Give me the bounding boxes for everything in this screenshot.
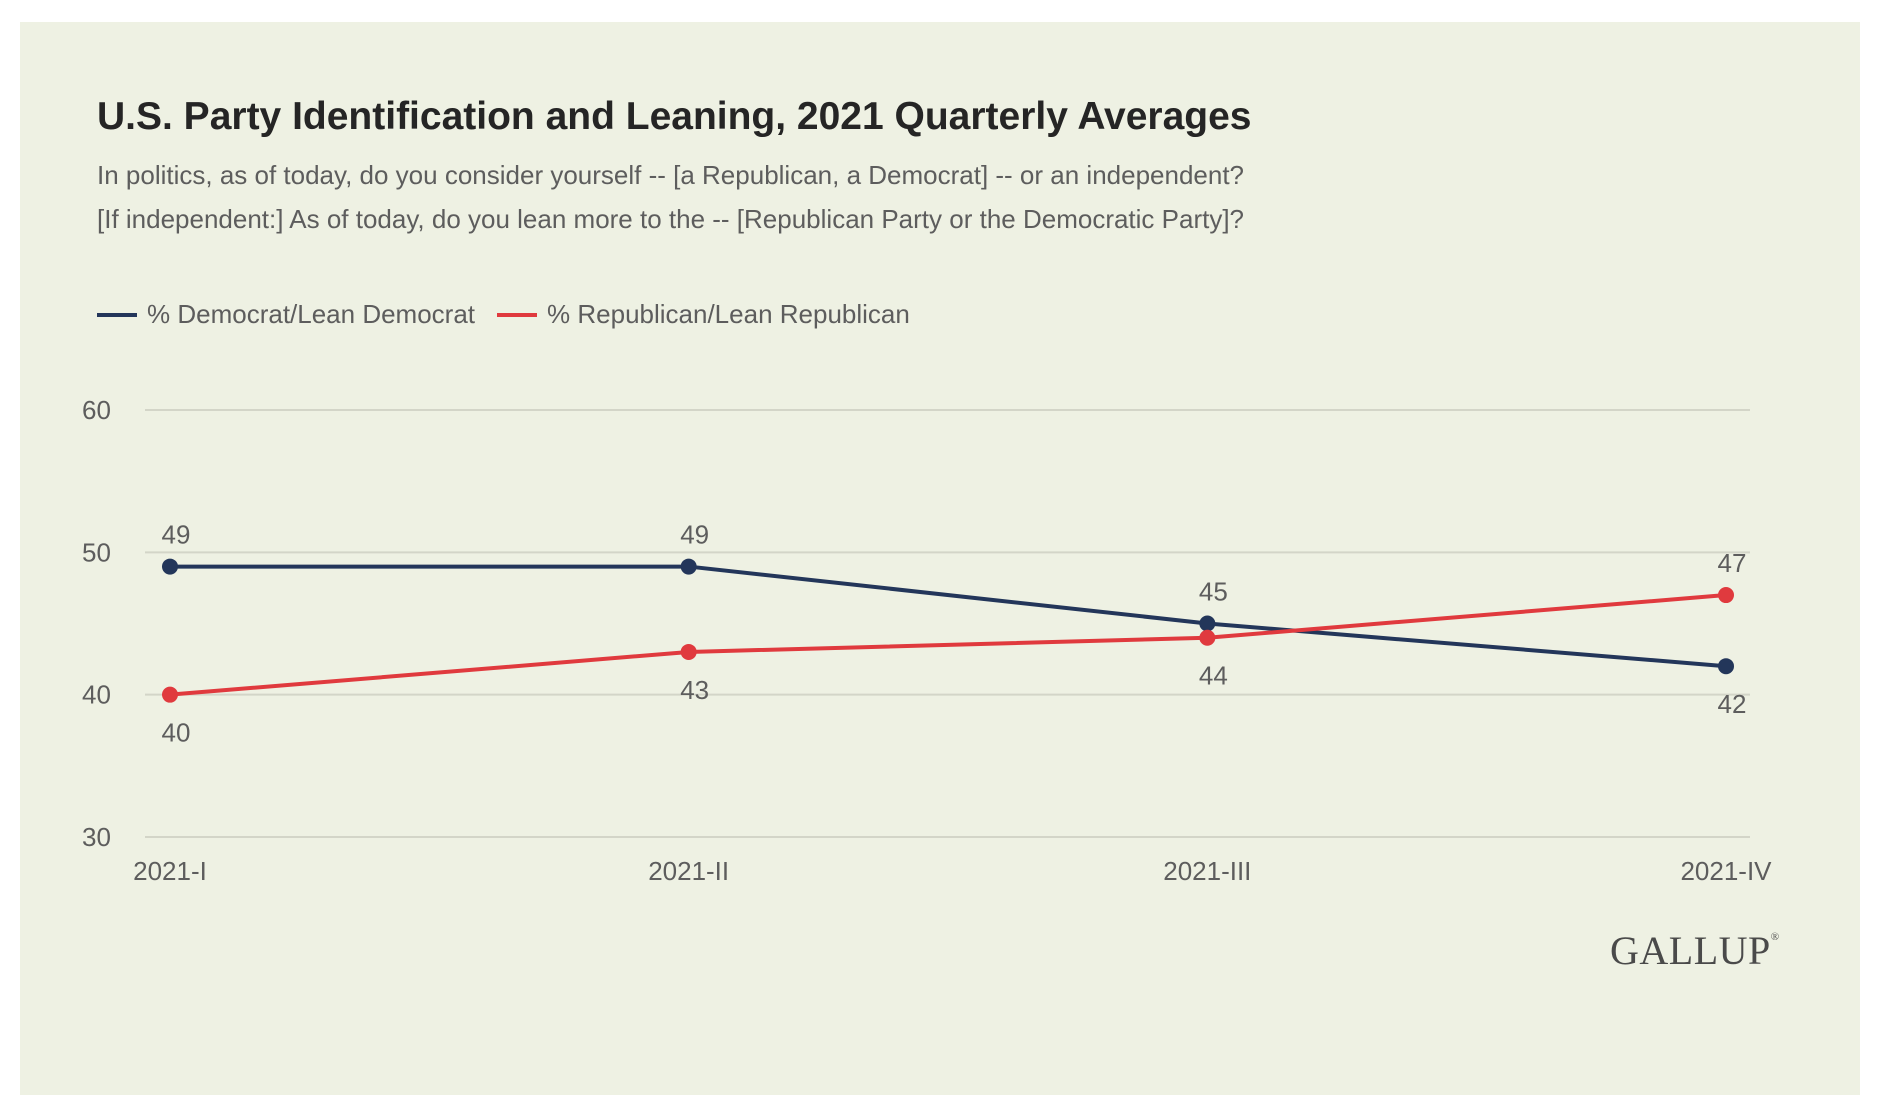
data-label-republican-3: 44 — [1199, 661, 1228, 691]
data-label-democrat-4: 42 — [1718, 689, 1747, 719]
x-tick-label-1: 2021-I — [133, 856, 207, 886]
data-point-democrat-3 — [1199, 615, 1216, 632]
chart-legend: % Democrat/Lean Democrat % Republican/Le… — [97, 299, 932, 330]
data-label-democrat-3: 45 — [1199, 577, 1228, 607]
data-label-democrat-2: 49 — [680, 520, 709, 550]
legend-item-democrat: % Democrat/Lean Democrat — [97, 299, 475, 330]
legend-label-republican: % Republican/Lean Republican — [547, 299, 910, 329]
legend-item-republican: % Republican/Lean Republican — [497, 299, 910, 330]
data-point-republican-4 — [1718, 587, 1734, 604]
data-point-republican-1 — [162, 686, 178, 703]
y-tick-label-30: 30 — [82, 822, 111, 852]
x-tick-label-3: 2021-III — [1163, 856, 1251, 886]
x-tick-label-2: 2021-II — [648, 856, 729, 886]
data-label-republican-1: 40 — [162, 718, 191, 748]
data-label-democrat-1: 49 — [162, 520, 191, 550]
data-label-republican-2: 43 — [680, 675, 709, 705]
x-tick-label-4: 2021-IV — [1680, 856, 1772, 886]
y-tick-label-60: 60 — [82, 395, 111, 425]
chart-subtitle-line-2: [If independent:] As of today, do you le… — [97, 204, 1245, 234]
data-point-democrat-1 — [162, 558, 178, 575]
data-label-republican-4: 47 — [1718, 548, 1747, 578]
gallup-logo: GALLUP® — [1610, 928, 1780, 973]
chart-title: U.S. Party Identification and Leaning, 2… — [97, 95, 1252, 138]
data-point-democrat-2 — [680, 558, 697, 575]
series-line-democrat — [170, 564, 1727, 669]
data-point-republican-2 — [680, 643, 697, 660]
gallup-logo-text: GALLUP — [1610, 928, 1771, 973]
series-line-republican — [169, 593, 1727, 697]
legend-label-democrat: % Democrat/Lean Democrat — [147, 299, 476, 329]
y-tick-label-40: 40 — [82, 680, 111, 710]
legend-swatch-democrat — [97, 312, 137, 317]
chart-subtitle-line-1: In politics, as of today, do you conside… — [97, 160, 1245, 190]
data-point-republican-3 — [1199, 629, 1216, 646]
line-chart: 30 40 50 60 2021-I 2021-II 2021-III 2021-IV 49 49… — [82, 395, 1772, 886]
data-point-democrat-4 — [1718, 658, 1734, 675]
y-tick-label-50: 50 — [82, 537, 111, 567]
legend-swatch-republican — [497, 312, 538, 317]
chart-card: U.S. Party Identification and Leaning, 2… — [20, 22, 1860, 1095]
